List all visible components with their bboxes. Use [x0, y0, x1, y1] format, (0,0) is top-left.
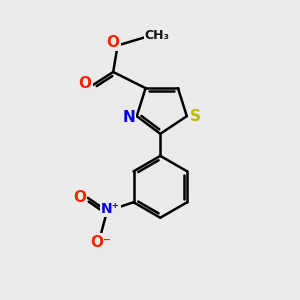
- Text: CH₃: CH₃: [145, 29, 170, 42]
- Text: O: O: [107, 35, 120, 50]
- Text: O⁻: O⁻: [91, 235, 112, 250]
- Text: N⁺: N⁺: [101, 202, 120, 216]
- Text: O: O: [79, 76, 92, 91]
- Text: N: N: [122, 110, 135, 125]
- Text: O: O: [73, 190, 86, 205]
- Text: S: S: [190, 109, 201, 124]
